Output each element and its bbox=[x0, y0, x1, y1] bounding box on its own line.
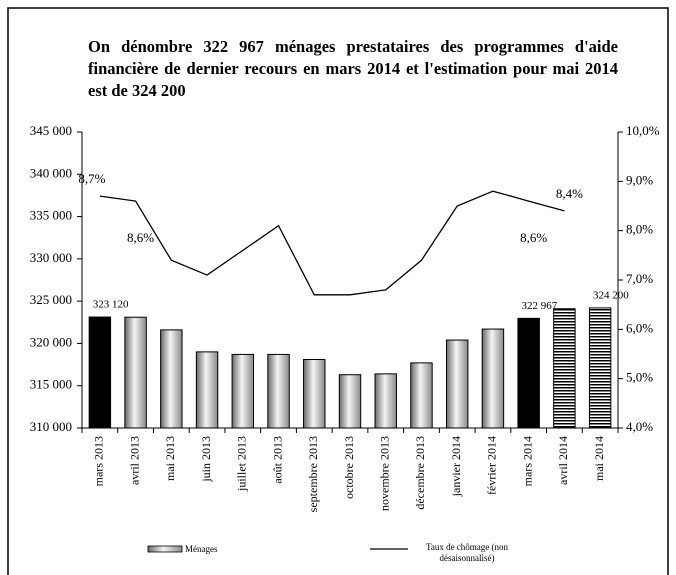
line bbox=[99, 190, 565, 296]
x-tick-label: août 2013 bbox=[270, 436, 284, 484]
bar bbox=[338, 374, 362, 429]
legend-label: Ménages bbox=[185, 544, 218, 554]
x-tick-label: février 2014 bbox=[485, 436, 499, 495]
x-tick-label: octobre 2013 bbox=[342, 436, 356, 499]
y2-tick-label: 10,0% bbox=[626, 123, 660, 138]
x-tick-label: avril 2014 bbox=[556, 436, 570, 485]
x-tick-label: mai 2014 bbox=[592, 436, 606, 481]
data-label: 8,6% bbox=[127, 230, 154, 245]
bar bbox=[267, 353, 290, 429]
y-tick-label: 330 000 bbox=[30, 250, 72, 265]
x-tick-label: novembre 2013 bbox=[377, 436, 391, 511]
y2-tick-label: 8,0% bbox=[626, 222, 653, 237]
data-label: 322 967 bbox=[522, 300, 558, 312]
y2-tick-label: 4,0% bbox=[626, 419, 653, 434]
bar bbox=[88, 316, 112, 429]
data-label: 8,6% bbox=[520, 230, 547, 245]
y-tick-label: 310 000 bbox=[30, 419, 72, 434]
x-tick-label: juillet 2013 bbox=[235, 436, 249, 492]
chart-title: On dénombre 322 967 ménages prestataires… bbox=[88, 37, 618, 100]
bar bbox=[374, 373, 397, 429]
x-tick-label: mai 2013 bbox=[163, 436, 177, 481]
data-label: 8,7% bbox=[78, 171, 105, 186]
x-tick-label: juin 2013 bbox=[199, 436, 213, 483]
bar bbox=[124, 316, 147, 429]
y-tick-label: 345 000 bbox=[30, 123, 72, 138]
bar bbox=[303, 358, 326, 429]
x-tick-label: décembre 2013 bbox=[413, 436, 427, 510]
x-tick-label: janvier 2014 bbox=[449, 436, 463, 497]
y2-tick-label: 6,0% bbox=[626, 320, 653, 335]
bar bbox=[481, 328, 505, 429]
x-tick-label: septembre 2013 bbox=[306, 436, 320, 512]
y2-tick-label: 9,0% bbox=[626, 172, 653, 187]
bar bbox=[588, 307, 612, 429]
data-label: 323 120 bbox=[93, 299, 129, 311]
legend-swatch bbox=[147, 545, 183, 553]
frame bbox=[7, 7, 669, 575]
y-tick-label: 340 000 bbox=[30, 165, 72, 180]
legend-label: Taux de chômage (non désaisonnalisé) bbox=[425, 542, 509, 563]
y-tick-label: 320 000 bbox=[30, 334, 72, 349]
y2-tick-label: 7,0% bbox=[626, 271, 653, 286]
bar bbox=[445, 339, 469, 429]
bar bbox=[231, 353, 255, 429]
x-tick-label: mars 2013 bbox=[92, 436, 106, 486]
bar bbox=[160, 329, 183, 429]
y-tick-label: 335 000 bbox=[30, 208, 72, 223]
bar bbox=[195, 351, 219, 429]
bar bbox=[410, 362, 433, 429]
x-tick-label: avril 2013 bbox=[127, 436, 141, 485]
bar bbox=[553, 308, 576, 429]
y2-tick-label: 5,0% bbox=[626, 370, 653, 385]
x-tick-label: mars 2014 bbox=[520, 436, 534, 486]
data-label: 8,4% bbox=[556, 186, 583, 201]
y-tick-label: 315 000 bbox=[30, 377, 72, 392]
data-label: 324 200 bbox=[593, 289, 629, 301]
y-tick-label: 325 000 bbox=[30, 292, 72, 307]
bar bbox=[517, 317, 540, 429]
